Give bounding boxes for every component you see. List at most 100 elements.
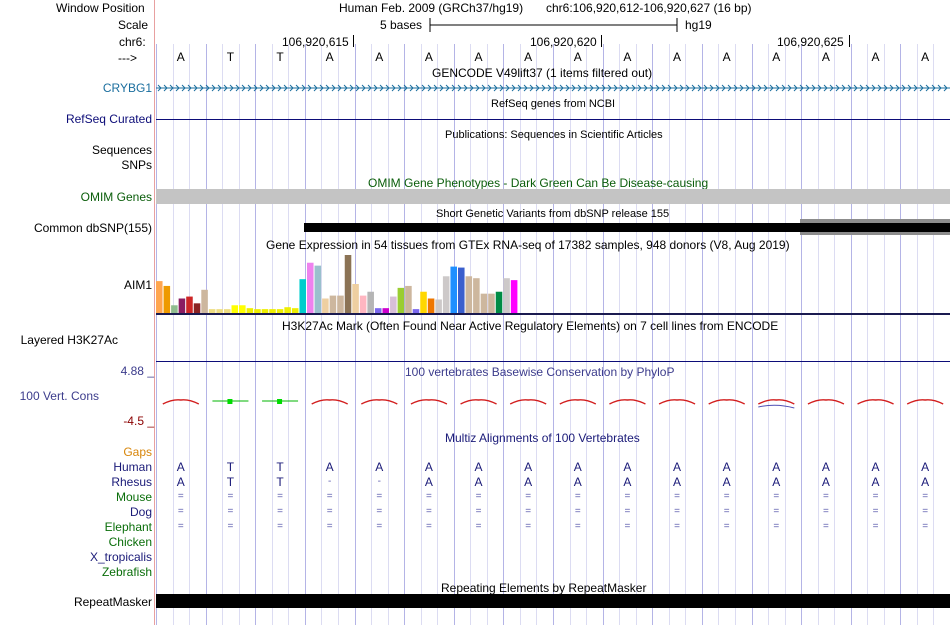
dbsnp-track-title[interactable]: Short Genetic Variants from dbSNP releas… — [436, 208, 670, 220]
strand-arrow — [583, 84, 588, 92]
omim-track-title[interactable]: OMIM Gene Phenotypes - Dark Green Can Be… — [368, 176, 709, 190]
strand-arrow — [247, 84, 252, 92]
publications-label-snps[interactable]: SNPs — [121, 158, 152, 172]
gtex-bar-chart[interactable] — [156, 252, 950, 316]
multiz-species-label[interactable]: Chicken — [108, 535, 152, 549]
strand-arrow — [313, 84, 318, 92]
multiz-track-title[interactable]: Multiz Alignments of 100 Vertebrates — [445, 431, 640, 445]
scale-bar — [429, 18, 678, 32]
strand-arrow — [565, 84, 570, 92]
h3k27ac-track-title[interactable]: H3K27Ac Mark (Often Found Near Active Re… — [282, 319, 779, 333]
phylop-negative-curve — [460, 399, 497, 405]
gtex-tissue-bar — [276, 309, 284, 313]
gencode-gene-feature[interactable] — [156, 82, 950, 94]
strand-arrow — [373, 84, 378, 92]
multiz-species-label[interactable]: Dog — [129, 505, 152, 519]
gtex-tissue-bar — [223, 309, 231, 313]
multiz-alignment-base: T — [276, 460, 284, 474]
multiz-alignment-base: = — [922, 521, 929, 532]
gtex-tissue-bar — [254, 309, 261, 313]
multiz-alignment-base: = — [177, 521, 184, 532]
multiz-species-label[interactable]: Zebrafish — [101, 565, 152, 579]
strand-arrow — [823, 84, 828, 92]
multiz-alignment-base: = — [574, 491, 581, 502]
gencode-gene-label[interactable]: CRYBG1 — [102, 81, 152, 95]
omim-feature-bar[interactable] — [156, 189, 950, 204]
strand-arrow — [715, 84, 720, 92]
strand-arrow — [493, 84, 498, 92]
phylop-negative-curve — [906, 399, 944, 405]
gtex-tissue-bar — [329, 295, 337, 313]
multiz-species-label[interactable]: Elephant — [104, 520, 152, 534]
strand-arrow — [325, 84, 330, 92]
gaps-label[interactable]: Gaps — [123, 445, 152, 459]
strand-arrow — [547, 84, 552, 92]
phylop-label[interactable]: 100 Vert. Cons — [19, 389, 99, 403]
gtex-tissue-bar — [307, 262, 314, 313]
gtex-track-title[interactable]: Gene Expression in 54 tissues from GTEx … — [266, 238, 790, 252]
strand-arrow — [505, 84, 510, 92]
strand-arrow — [421, 84, 426, 92]
publications-label-sequences[interactable]: Sequences — [91, 143, 152, 157]
multiz-alignment-base: = — [872, 491, 879, 502]
strand-arrow — [811, 84, 816, 92]
position-text[interactable]: chr6:106,920,612-106,920,627 (16 bp) — [546, 1, 752, 15]
gtex-tissue-bar — [480, 293, 488, 313]
strand-arrow — [835, 84, 840, 92]
multiz-species-label[interactable]: Human — [113, 460, 152, 474]
gencode-track-title[interactable]: GENCODE V49lift37 (1 items filtered out) — [432, 66, 653, 80]
multiz-alignment-base: A — [524, 460, 533, 474]
gtex-tissue-bar — [435, 299, 442, 313]
multiz-alignment-base: - — [377, 476, 381, 487]
strand-arrow — [349, 84, 354, 92]
strand-arrow — [883, 84, 888, 92]
strand-arrow — [517, 84, 522, 92]
strand-arrow — [787, 84, 792, 92]
gtex-tissue-bar — [367, 291, 374, 313]
multiz-alignment-base: A — [821, 460, 830, 474]
multiz-alignment-base: A — [573, 460, 582, 474]
strand-arrow — [295, 84, 300, 92]
repeatmasker-feature-bar[interactable] — [156, 594, 950, 608]
gtex-tissue-bar — [239, 305, 246, 313]
strand-arrow — [265, 84, 270, 92]
gtex-label[interactable]: AIM1 — [123, 278, 152, 292]
phylop-max-label: 4.88 _ — [120, 364, 154, 378]
strand-arrow — [253, 84, 258, 92]
strand-arrow — [799, 84, 804, 92]
dbsnp-variant-bar[interactable] — [304, 223, 950, 232]
repeatmasker-track-title[interactable]: Repeating Elements by RepeatMasker — [441, 581, 647, 595]
strand-arrow — [319, 84, 324, 92]
strand-arrow — [217, 84, 222, 92]
phylop-negative-curve — [162, 399, 200, 405]
h3k27ac-label[interactable]: Layered H3K27Ac — [20, 333, 118, 347]
strand-arrow — [733, 84, 738, 92]
phylop-negative-curve — [758, 399, 795, 405]
phylop-min-label: -4.5 _ — [123, 414, 154, 428]
multiz-species-label[interactable]: Rhesus — [111, 475, 152, 489]
multiz-alignment-base: A — [176, 475, 185, 489]
phylop-wiggle[interactable] — [156, 395, 950, 411]
phylop-track-title[interactable]: 100 vertebrates Basewise Conservation by… — [405, 365, 675, 379]
strand-arrow — [745, 84, 750, 92]
multiz-alignment-base: A — [424, 460, 433, 474]
strand-arrow — [751, 84, 756, 92]
multiz-species-label[interactable]: Mouse — [115, 490, 152, 504]
gtex-tissue-bar — [352, 284, 359, 313]
repeatmasker-label[interactable]: RepeatMasker — [73, 595, 152, 609]
sequence-base: A — [424, 50, 433, 64]
publications-track-title[interactable]: Publications: Sequences in Scientific Ar… — [445, 129, 663, 141]
omim-label[interactable]: OMIM Genes — [80, 190, 152, 204]
multiz-alignment-base: = — [376, 521, 383, 532]
sequence-base: A — [474, 50, 483, 64]
gtex-tissue-bar — [186, 296, 193, 313]
sequence-base: A — [821, 50, 830, 64]
refseq-label[interactable]: RefSeq Curated — [65, 112, 152, 126]
strand-arrow — [229, 84, 234, 92]
strand-arrow — [919, 84, 924, 92]
dbsnp-label[interactable]: Common dbSNP(155) — [33, 221, 152, 235]
multiz-alignment-base: - — [328, 476, 332, 487]
multiz-species-label[interactable]: X_tropicalis — [89, 550, 152, 564]
refseq-track-title[interactable]: RefSeq genes from NCBI — [491, 98, 616, 110]
multiz-alignment-base: A — [673, 460, 682, 474]
